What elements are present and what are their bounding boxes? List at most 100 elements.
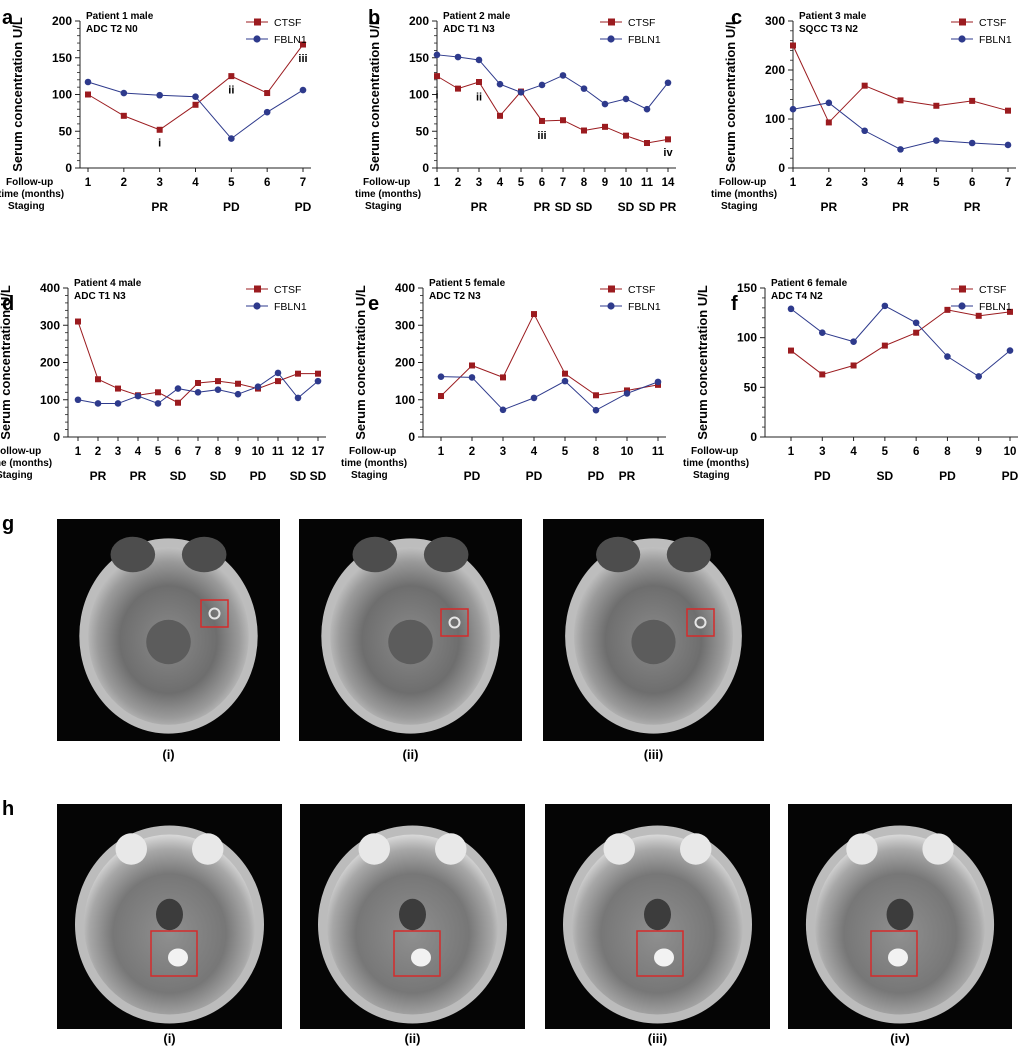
data-point-ctsf bbox=[192, 101, 199, 108]
y-tick-label: 100 bbox=[765, 112, 785, 126]
y-tick-label: 0 bbox=[53, 430, 60, 444]
data-point-ctsf bbox=[295, 370, 301, 377]
mri-layer: g (i) (ii) (iii) h (i) (ii) (iii) (iv) bbox=[2, 513, 1012, 1046]
x-tick-label: 2 bbox=[826, 177, 832, 189]
x-tick-label: 2 bbox=[469, 446, 475, 458]
data-point-ctsf bbox=[897, 97, 904, 104]
x-tick-label: 1 bbox=[790, 177, 797, 189]
x-tick-label: 10 bbox=[620, 177, 633, 189]
data-point-ctsf bbox=[85, 91, 91, 98]
data-point-ctsf bbox=[593, 392, 599, 399]
data-point-ctsf bbox=[155, 389, 161, 396]
staging-row-label: Staging bbox=[693, 470, 730, 481]
data-point-fbln1 bbox=[263, 108, 271, 116]
image-caption-h: (ii) bbox=[405, 1031, 421, 1046]
x-tick-label: 4 bbox=[135, 446, 142, 458]
data-point-fbln1 bbox=[433, 51, 441, 59]
lesion bbox=[694, 616, 707, 629]
x-tick-label: 8 bbox=[593, 446, 600, 458]
data-point-ctsf bbox=[602, 123, 608, 130]
panel-label-h: h bbox=[2, 798, 14, 820]
data-point-fbln1 bbox=[84, 78, 92, 86]
roi-box bbox=[393, 930, 441, 977]
x-tick-label: 6 bbox=[539, 177, 545, 189]
data-point-ctsf bbox=[623, 132, 629, 139]
data-point-fbln1 bbox=[194, 389, 202, 396]
data-point-ctsf bbox=[215, 378, 221, 385]
x-tick-label: 5 bbox=[518, 177, 525, 189]
x-tick-label: 6 bbox=[175, 446, 181, 458]
x-tick-label: 6 bbox=[264, 177, 270, 189]
staging-label: SD bbox=[555, 200, 572, 214]
chart-title: Patient 6 female bbox=[771, 278, 848, 289]
legend-marker bbox=[254, 18, 261, 26]
data-point-ctsf bbox=[115, 385, 121, 392]
staging-label: SD bbox=[170, 469, 187, 483]
data-point-ctsf bbox=[539, 117, 545, 124]
data-point-ctsf bbox=[455, 85, 461, 92]
staging-row-label: Staging bbox=[0, 470, 33, 481]
series-line-fbln1 bbox=[87, 81, 304, 140]
panel-label-g: g bbox=[2, 513, 14, 535]
point-annotation: ii bbox=[476, 92, 482, 104]
data-point-fbln1 bbox=[643, 105, 651, 113]
staging-label: PD bbox=[295, 200, 312, 214]
left-eye bbox=[846, 833, 878, 865]
data-point-fbln1 bbox=[530, 394, 538, 402]
mri-t2-image-3 bbox=[788, 804, 1012, 1029]
y-axis-label: Serum concentration U/L bbox=[0, 285, 13, 440]
data-point-fbln1 bbox=[468, 374, 476, 381]
followup-row-label: Follow-up bbox=[349, 446, 396, 457]
chart-subtitle: ADC T1 N3 bbox=[443, 24, 495, 35]
brainstem bbox=[631, 619, 676, 665]
chart-title: Patient 5 female bbox=[429, 278, 506, 289]
staging-label: PR bbox=[892, 200, 909, 214]
legend-entry: FBLN1 bbox=[979, 301, 1012, 313]
data-point-ctsf bbox=[933, 102, 940, 109]
x-tick-label: 9 bbox=[235, 446, 241, 458]
chart-title: Patient 4 male bbox=[74, 278, 142, 289]
followup-row-label: Follow-up bbox=[719, 177, 766, 188]
data-point-ctsf bbox=[195, 379, 201, 386]
x-tick-label: 6 bbox=[913, 446, 919, 458]
data-point-fbln1 bbox=[825, 99, 833, 107]
x-tick-label: 1 bbox=[434, 177, 441, 189]
data-point-fbln1 bbox=[881, 302, 889, 310]
x-tick-label: 9 bbox=[602, 177, 608, 189]
x-tick-label: 5 bbox=[228, 177, 235, 189]
chart-panel-f: f 0 50 100 150 Serum concentration U/L 1 3 4 5 6 8 9… bbox=[683, 278, 1019, 483]
data-point-ctsf bbox=[120, 112, 127, 119]
data-point-fbln1 bbox=[580, 85, 588, 92]
legend-entry: FBLN1 bbox=[274, 301, 307, 313]
x-tick-label: 17 bbox=[312, 446, 325, 458]
right-eye bbox=[192, 833, 224, 865]
followup-row-label: Follow-up bbox=[0, 446, 41, 457]
mri-t2-image-0 bbox=[57, 804, 282, 1029]
panel-label: f bbox=[731, 293, 738, 315]
chart-subtitle: ADC T2 N0 bbox=[86, 24, 138, 35]
data-point-ctsf bbox=[644, 140, 650, 147]
data-point-ctsf bbox=[438, 393, 444, 400]
staging-label: PR bbox=[660, 200, 677, 214]
series-line-ctsf bbox=[440, 312, 659, 397]
data-point-fbln1 bbox=[517, 88, 525, 96]
image-caption-h: (i) bbox=[163, 1031, 175, 1046]
staging-label: PR bbox=[471, 200, 488, 214]
legend-marker bbox=[959, 285, 966, 293]
chart-title: Patient 2 male bbox=[443, 11, 511, 22]
roi-box bbox=[636, 930, 684, 977]
data-point-ctsf bbox=[581, 127, 587, 134]
x-tick-label: 2 bbox=[455, 177, 461, 189]
legend-entry: CTSF bbox=[628, 17, 655, 29]
legend-marker bbox=[959, 18, 966, 26]
followup-row-label-2: time (months) bbox=[711, 189, 777, 200]
data-point-ctsf bbox=[95, 376, 101, 383]
lesion bbox=[208, 607, 221, 620]
right-orbit bbox=[423, 536, 469, 573]
data-point-fbln1 bbox=[592, 406, 600, 414]
data-point-fbln1 bbox=[234, 390, 242, 398]
lesion bbox=[168, 948, 188, 967]
data-point-ctsf bbox=[819, 371, 826, 378]
